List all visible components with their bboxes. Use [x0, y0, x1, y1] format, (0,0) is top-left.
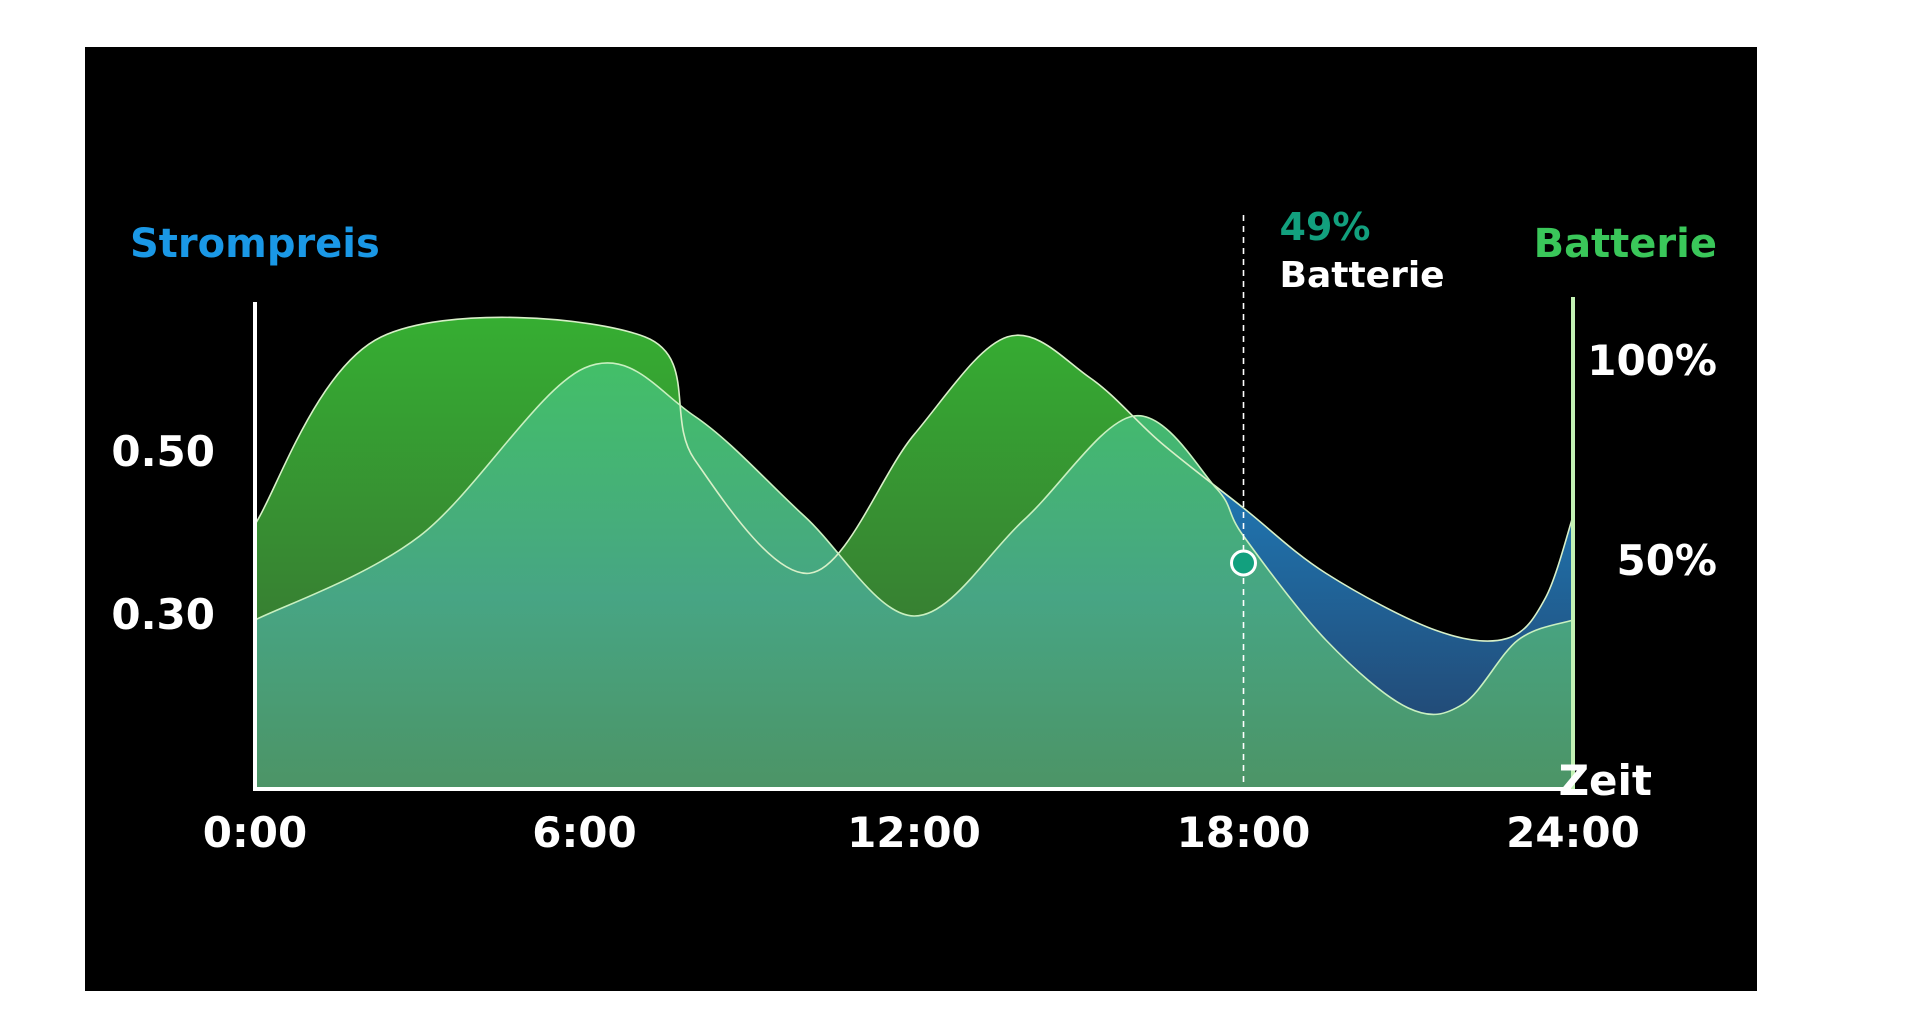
chart-panel: 0:00 6:00 12:00 18:00 24:00 Zeit Strompreis 0.3… [85, 47, 1757, 991]
marker-series-label: Batterie [1280, 255, 1445, 296]
x-tick-label: 12:00 [847, 808, 981, 857]
x-tick-label: 0:00 [203, 808, 307, 857]
left-axis-label: Strompreis [130, 221, 380, 267]
price-series-line [254, 316, 1574, 642]
marker-dot[interactable] [1230, 549, 1257, 577]
x-axis-label: Zeit [1559, 756, 1652, 805]
marker-value-label: 49% [1280, 205, 1371, 249]
x-tick-label: 18:00 [1177, 808, 1311, 857]
left-tick-label: 0.30 [111, 590, 215, 639]
right-axis-label: Batterie [1534, 221, 1717, 267]
right-tick-label: 50% [1616, 536, 1717, 585]
right-tick-label: 100% [1587, 336, 1717, 385]
battery-series-line [254, 362, 1574, 716]
left-tick-label: 0.50 [111, 427, 215, 476]
x-tick-label: 24:00 [1506, 808, 1640, 857]
x-tick-label: 6:00 [532, 808, 636, 857]
